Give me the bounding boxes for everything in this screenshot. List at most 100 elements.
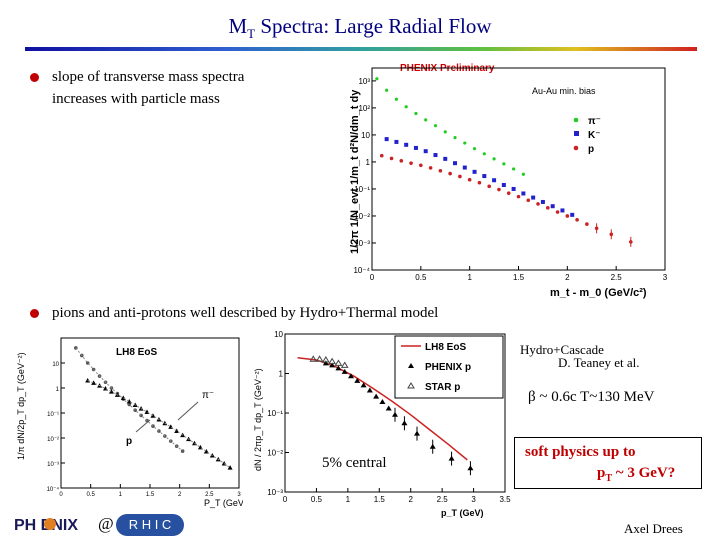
proton-point xyxy=(192,440,197,446)
pion-model-curve xyxy=(75,347,183,452)
proton-point xyxy=(487,184,491,189)
chart3-xtick-label: 0 xyxy=(283,495,288,504)
teaney-label: D. Teaney et al. xyxy=(558,355,640,370)
bullet-1-line-2: increases with particle mass xyxy=(52,91,220,107)
chart2-xtick-label: 2.5 xyxy=(205,492,214,498)
chart2-ylabel: 1/π dN/2p_T dp_T (GeV⁻²) xyxy=(16,352,26,460)
proton-point xyxy=(150,413,156,418)
pion-point xyxy=(492,157,496,161)
phenix-pbar-point xyxy=(373,393,380,399)
chart2-xtick-label: 1 xyxy=(119,492,123,498)
chart3-ytick-label: 10⁻² xyxy=(267,449,283,458)
chart2-xlabel: P_T (GeV) xyxy=(204,498,243,508)
chart3-ytick-label: 10⁻¹ xyxy=(267,409,283,418)
chart2-pion-annotation: π⁻ xyxy=(202,390,214,401)
chart1-frame xyxy=(371,67,666,271)
pion-point xyxy=(404,105,408,109)
bullet-1-line-1: slope of transverse mass spectra xyxy=(52,69,245,85)
phenix-bird-icon xyxy=(44,518,56,530)
pion-point xyxy=(472,147,477,151)
chart2-frame xyxy=(60,337,240,489)
chart1-ytick-label: 10⁻³ xyxy=(354,239,370,248)
legend-label: p xyxy=(588,144,594,155)
pion-point xyxy=(433,124,438,128)
pion-point xyxy=(394,97,399,101)
chart3-xtick-label: 1 xyxy=(346,495,351,504)
star-pbar-point xyxy=(328,357,337,365)
chart1-ytick-label: 10² xyxy=(358,104,370,113)
phenix-logo-art: PH ENIX xyxy=(14,517,78,534)
chart2-xtick-label: 0.5 xyxy=(86,492,95,498)
chart1-xtick-label: 2.5 xyxy=(611,273,623,282)
chart3-ytick-label: 10 xyxy=(274,330,283,339)
chart2-pion-arrow xyxy=(177,401,199,421)
phenix-pbar-point xyxy=(354,377,361,383)
soft-physics-line-2: pT ~ 3 GeV? xyxy=(597,465,676,484)
chart2-ytick-label: 10⁻¹ xyxy=(47,412,59,418)
kaon-point xyxy=(550,204,555,209)
chart3-xtick-label: 0.5 xyxy=(311,495,323,504)
proton-point xyxy=(227,465,233,470)
chart1-ytick-label: 10 xyxy=(361,131,370,140)
chart2-xtick-label: 0 xyxy=(59,492,63,498)
proton-point xyxy=(497,187,501,192)
star-pbar-point xyxy=(309,355,318,362)
proton-point xyxy=(585,222,589,226)
legend-phenix-marker xyxy=(408,363,414,368)
chart1-ytick-label: 1 xyxy=(366,158,371,167)
proton-point xyxy=(448,171,452,176)
chart2-ytick-label: 10⁻⁴ xyxy=(47,486,60,493)
chart3-ylabel: dN / 2πp_T dp_T (GeV⁻²) xyxy=(253,368,263,471)
bullet-dot-1 xyxy=(30,73,39,82)
hydro-cascade-label: Hydro+Cascade xyxy=(520,342,604,357)
pion-point xyxy=(453,135,457,140)
legend-hydro-label: LH8 EoS xyxy=(425,342,466,353)
phenix-pbar-point xyxy=(379,398,386,404)
chart1-subtitle: Au-Au min. bias xyxy=(532,86,596,96)
chart3-xtick-label: 2.5 xyxy=(437,495,449,504)
kaon-point xyxy=(443,156,448,161)
kaon-point xyxy=(472,169,477,174)
proton-point xyxy=(526,198,531,203)
kaon-point xyxy=(511,186,516,191)
kaon-point xyxy=(492,178,497,183)
chart1-xlabel: m_t - m_0 (GeV/c²) xyxy=(550,287,647,299)
chart1-ylabel: 1/2π 1/N_evt 1/m_t d²N/dm_t dy xyxy=(349,89,361,254)
chart2-ytick-label: 10⁻² xyxy=(47,437,59,443)
chart1-xtick-label: 1 xyxy=(467,273,472,282)
kaon-point xyxy=(423,149,428,154)
phenix-pbar-point xyxy=(335,365,342,371)
legend-label: K⁻ xyxy=(588,130,601,141)
pion-point xyxy=(424,118,428,122)
legend-kaon-marker xyxy=(574,131,579,136)
chart3-xtick-label: 1.5 xyxy=(374,495,386,504)
bullet-dot-2 xyxy=(30,309,39,318)
chart2-ytick-label: 1 xyxy=(56,387,60,393)
kaon-point xyxy=(540,199,545,204)
proton-point xyxy=(428,166,433,170)
page-title: MT Spectra: Large Radial Flow xyxy=(0,14,720,42)
title-underline xyxy=(25,47,697,51)
proton-point xyxy=(108,389,114,394)
proton-model-curve xyxy=(87,380,231,469)
chart2-label: LH8 EoS xyxy=(116,347,157,358)
pion-point xyxy=(375,77,379,81)
chart1-ytick-label: 10³ xyxy=(358,77,370,86)
pion-point xyxy=(482,152,486,156)
star-pbar-point xyxy=(315,355,324,362)
chart1-xtick-label: 0.5 xyxy=(415,273,427,282)
chart3-xtick-label: 2 xyxy=(408,495,413,504)
phenix-logo: PH ENIX xyxy=(12,512,112,536)
chart2-ytick-label: 10⁻³ xyxy=(47,462,59,468)
proton-point xyxy=(516,194,521,199)
phenix-pbar-point xyxy=(366,387,373,393)
proton-point xyxy=(506,191,511,195)
kaon-point xyxy=(531,195,536,200)
chart1-xtick-label: 3 xyxy=(663,273,668,282)
chart1-xtick-label: 1.5 xyxy=(513,273,525,282)
legend-star-label: STAR p xyxy=(425,382,460,393)
star-pbar-point xyxy=(321,356,330,363)
title-main: M xyxy=(228,14,248,38)
phenix-pbar-point xyxy=(385,405,392,411)
author-name: Axel Drees xyxy=(624,521,683,536)
